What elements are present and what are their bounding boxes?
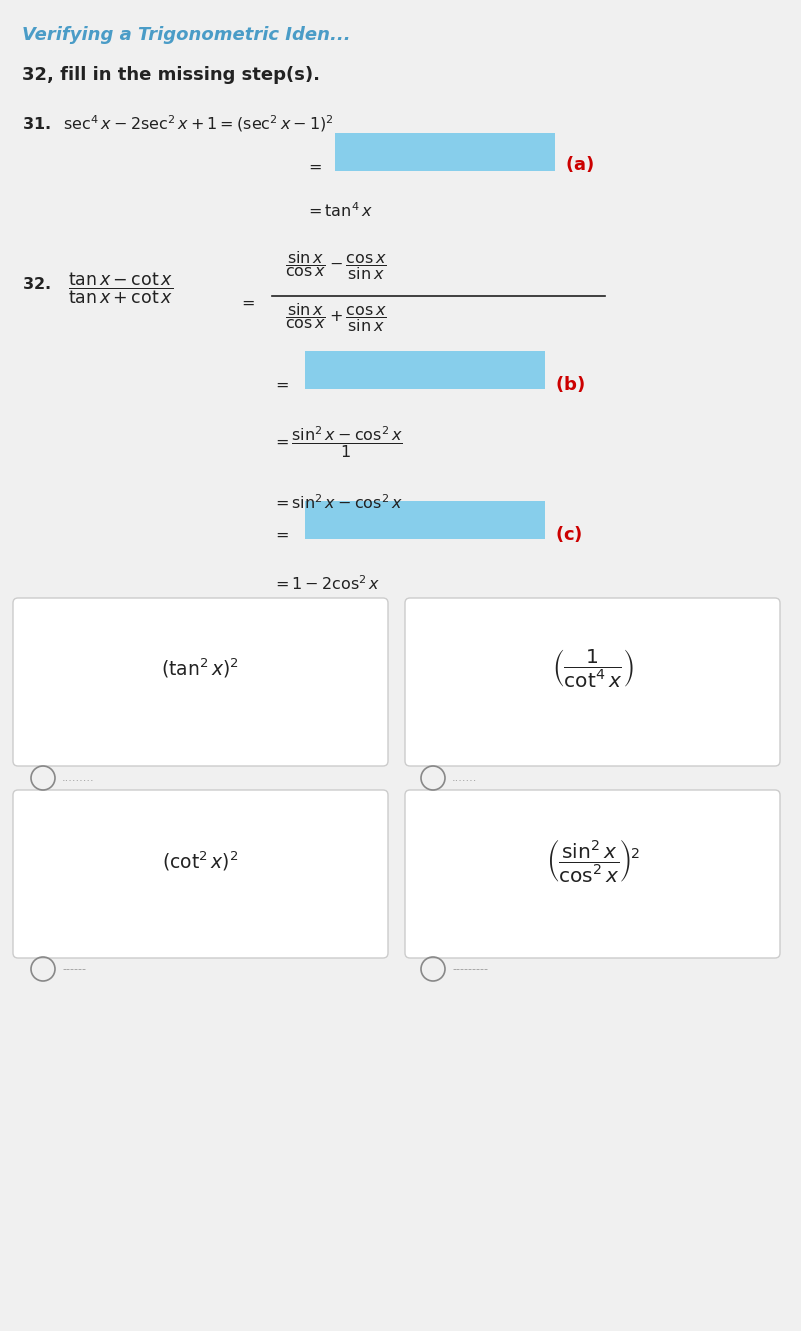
Text: .........: ......... <box>62 773 95 783</box>
FancyBboxPatch shape <box>13 791 388 958</box>
FancyBboxPatch shape <box>405 598 780 767</box>
Text: $\left(\dfrac{\sin^2 x}{\cos^2 x}\right)^{\!2}$: $\left(\dfrac{\sin^2 x}{\cos^2 x}\right)… <box>546 837 640 885</box>
Text: $=$: $=$ <box>272 377 289 393</box>
FancyBboxPatch shape <box>13 598 388 767</box>
Text: $=$: $=$ <box>238 295 255 310</box>
FancyBboxPatch shape <box>305 500 545 539</box>
Text: Verifying a Trigonometric Iden...: Verifying a Trigonometric Iden... <box>22 27 351 44</box>
FancyBboxPatch shape <box>335 133 555 170</box>
Text: $=$: $=$ <box>305 158 322 174</box>
FancyBboxPatch shape <box>305 351 545 389</box>
Text: $\mathbf{(b)}$: $\mathbf{(b)}$ <box>555 374 585 394</box>
Text: $\mathbf{32.}$: $\mathbf{32.}$ <box>22 276 50 291</box>
Text: $= \dfrac{\sin^2 x - \cos^2 x}{1}$: $= \dfrac{\sin^2 x - \cos^2 x}{1}$ <box>272 425 403 459</box>
Text: $\dfrac{\sin x}{\cos x} - \dfrac{\cos x}{\sin x}$: $\dfrac{\sin x}{\cos x} - \dfrac{\cos x}… <box>285 249 387 282</box>
Text: $(\cot^2 x)^2$: $(\cot^2 x)^2$ <box>162 849 238 873</box>
Text: $\mathbf{31.}$  $\sec^4 x - 2\sec^2 x + 1 = (\sec^2 x - 1)^2$: $\mathbf{31.}$ $\sec^4 x - 2\sec^2 x + 1… <box>22 113 334 133</box>
Text: $(\tan^2 x)^2$: $(\tan^2 x)^2$ <box>161 656 239 680</box>
FancyBboxPatch shape <box>405 791 780 958</box>
Text: $\dfrac{\sin x}{\cos x} + \dfrac{\cos x}{\sin x}$: $\dfrac{\sin x}{\cos x} + \dfrac{\cos x}… <box>285 301 387 334</box>
Text: .......: ....... <box>452 773 477 783</box>
Text: $\mathbf{(c)}$: $\mathbf{(c)}$ <box>555 524 582 544</box>
Text: ---------: --------- <box>452 964 488 974</box>
Text: $= 1 - 2\cos^2 x$: $= 1 - 2\cos^2 x$ <box>272 574 380 592</box>
Text: 32, fill in the missing step(s).: 32, fill in the missing step(s). <box>22 67 320 84</box>
Text: $= \sin^2 x - \cos^2 x$: $= \sin^2 x - \cos^2 x$ <box>272 492 403 511</box>
Text: $= \tan^4 x$: $= \tan^4 x$ <box>305 201 372 220</box>
Text: $=$: $=$ <box>272 527 289 542</box>
Text: $\dfrac{\tan x - \cot x}{\tan x + \cot x}$: $\dfrac{\tan x - \cot x}{\tan x + \cot x… <box>68 272 173 306</box>
Text: $\left(\dfrac{1}{\cot^4 x}\right)$: $\left(\dfrac{1}{\cot^4 x}\right)$ <box>552 647 634 689</box>
Text: $\mathbf{(a)}$: $\mathbf{(a)}$ <box>565 154 594 174</box>
Text: ------: ------ <box>62 964 86 974</box>
